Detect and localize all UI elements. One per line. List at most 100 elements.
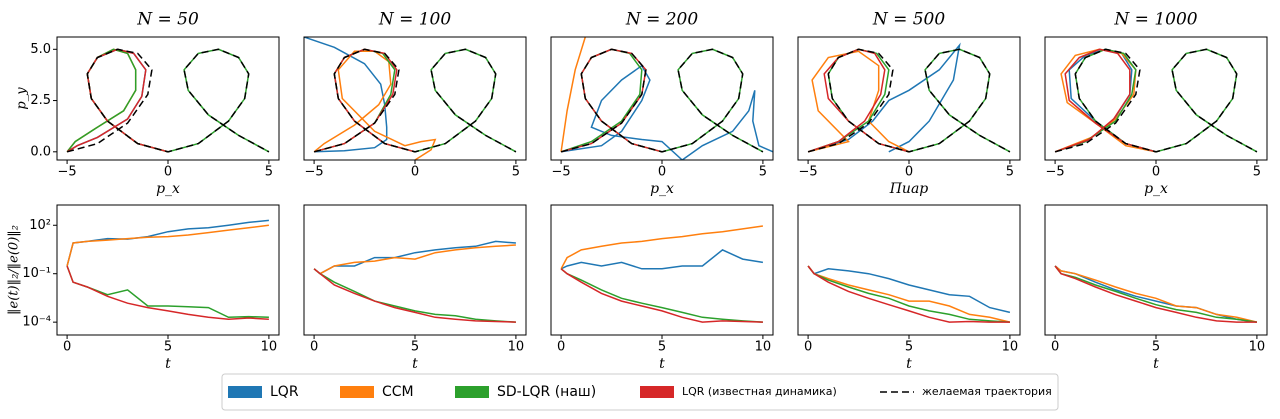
x-tick-label: 0 bbox=[557, 340, 565, 355]
x-tick-label: 0 bbox=[63, 340, 71, 355]
chart-title: N = 100 bbox=[378, 10, 452, 30]
legend-label: CCM bbox=[382, 384, 414, 400]
x-tick-label: 5 bbox=[265, 165, 273, 180]
series-line bbox=[313, 244, 516, 275]
series-line bbox=[560, 48, 764, 153]
x-tick-label: 10 bbox=[755, 340, 772, 355]
series-line bbox=[1054, 48, 1157, 153]
legend-swatch bbox=[455, 386, 489, 398]
x-tick-label: 5 bbox=[1152, 340, 1160, 355]
x-tick-label: 5 bbox=[1253, 165, 1261, 180]
plot-frame bbox=[797, 36, 1021, 161]
x-tick-label: −5 bbox=[799, 165, 818, 180]
series-line bbox=[1054, 265, 1258, 323]
series-line bbox=[560, 64, 773, 160]
y-axis-label: ‖e(t)‖₂/‖e(0)‖₂ bbox=[7, 225, 22, 315]
x-axis-label: Пиар bbox=[889, 181, 929, 197]
x-tick-label: 10 bbox=[1002, 340, 1019, 355]
x-axis-label: t bbox=[165, 356, 171, 372]
series-line bbox=[560, 37, 587, 152]
series-line bbox=[313, 50, 437, 160]
series-line bbox=[560, 225, 764, 270]
plot-frame bbox=[303, 36, 527, 161]
legend-label: SD-LQR (наш) bbox=[497, 384, 596, 400]
series-line bbox=[807, 48, 1011, 153]
x-tick-label: 0 bbox=[164, 165, 172, 180]
chart-title: N = 200 bbox=[625, 10, 699, 30]
series-line bbox=[560, 48, 764, 153]
series-line bbox=[1054, 265, 1258, 323]
series-line bbox=[807, 265, 1010, 323]
series-line bbox=[1054, 48, 1258, 153]
x-axis-label: p_x bbox=[1144, 181, 1168, 197]
plot-frame bbox=[56, 204, 280, 336]
y-tick-label: 10² bbox=[29, 218, 51, 233]
series-line bbox=[1054, 48, 1258, 153]
x-axis-label: t bbox=[412, 356, 418, 372]
series-line bbox=[807, 42, 961, 153]
legend-swatch bbox=[340, 386, 374, 398]
series-line bbox=[313, 240, 516, 275]
x-tick-label: 5 bbox=[411, 340, 419, 355]
x-axis-label: t bbox=[1153, 356, 1159, 372]
plot-frame bbox=[797, 204, 1021, 336]
series-line bbox=[66, 219, 269, 267]
plot-frame bbox=[1044, 204, 1268, 336]
series-line bbox=[66, 48, 270, 153]
x-tick-label: 0 bbox=[310, 340, 318, 355]
series-line bbox=[304, 37, 388, 153]
legend-swatch bbox=[228, 386, 262, 398]
x-tick-label: 5 bbox=[759, 165, 767, 180]
plot-frame bbox=[550, 36, 774, 161]
x-tick-label: 5 bbox=[1006, 165, 1014, 180]
y-axis-label: p_y bbox=[15, 87, 30, 110]
x-tick-label: 5 bbox=[164, 340, 172, 355]
plot-frame bbox=[550, 204, 774, 336]
series-line bbox=[807, 265, 1011, 323]
series-line bbox=[313, 48, 517, 153]
series-line bbox=[560, 249, 764, 270]
y-tick-label: 0.0 bbox=[30, 144, 51, 159]
series-line bbox=[66, 224, 269, 267]
x-tick-label: 0 bbox=[411, 165, 419, 180]
chart-title: N = 1000 bbox=[1113, 10, 1197, 30]
series-line bbox=[313, 268, 516, 323]
x-tick-label: 0 bbox=[658, 165, 666, 180]
y-tick-label: 10⁻¹ bbox=[22, 266, 51, 281]
y-tick-label: 2.5 bbox=[30, 93, 51, 108]
plot-frame bbox=[303, 204, 527, 336]
series-line bbox=[807, 265, 1010, 323]
x-tick-label: 5 bbox=[512, 165, 520, 180]
series-line bbox=[1054, 265, 1257, 323]
y-tick-label: 10⁻⁴ bbox=[22, 315, 51, 330]
x-tick-label: 5 bbox=[658, 340, 666, 355]
x-tick-label: 0 bbox=[1152, 165, 1160, 180]
x-axis-label: t bbox=[659, 356, 665, 372]
legend-swatch bbox=[640, 386, 674, 398]
x-tick-label: −5 bbox=[1046, 165, 1065, 180]
x-tick-label: 10 bbox=[508, 340, 525, 355]
series-line bbox=[560, 268, 763, 323]
x-axis-label: p_x bbox=[156, 181, 180, 197]
chart-title: N = 50 bbox=[136, 10, 199, 30]
series-line bbox=[807, 48, 1011, 153]
plot-frame bbox=[56, 36, 280, 161]
x-tick-label: −5 bbox=[58, 165, 77, 180]
series-line bbox=[560, 268, 763, 323]
legend-label: LQR (известная динамика) bbox=[682, 385, 837, 398]
x-axis-label: t bbox=[906, 356, 912, 372]
x-tick-label: 10 bbox=[261, 340, 278, 355]
x-tick-label: 10 bbox=[1249, 340, 1266, 355]
series-line bbox=[66, 265, 269, 321]
series-line bbox=[1054, 265, 1258, 323]
x-tick-label: −5 bbox=[305, 165, 324, 180]
series-line bbox=[807, 50, 910, 153]
x-axis-label: p_x bbox=[650, 181, 674, 197]
series-line bbox=[313, 268, 516, 323]
series-line bbox=[807, 265, 1011, 314]
x-tick-label: −5 bbox=[552, 165, 571, 180]
x-tick-label: 0 bbox=[804, 340, 812, 355]
x-tick-label: 5 bbox=[905, 340, 913, 355]
plot-frame bbox=[1044, 36, 1268, 161]
